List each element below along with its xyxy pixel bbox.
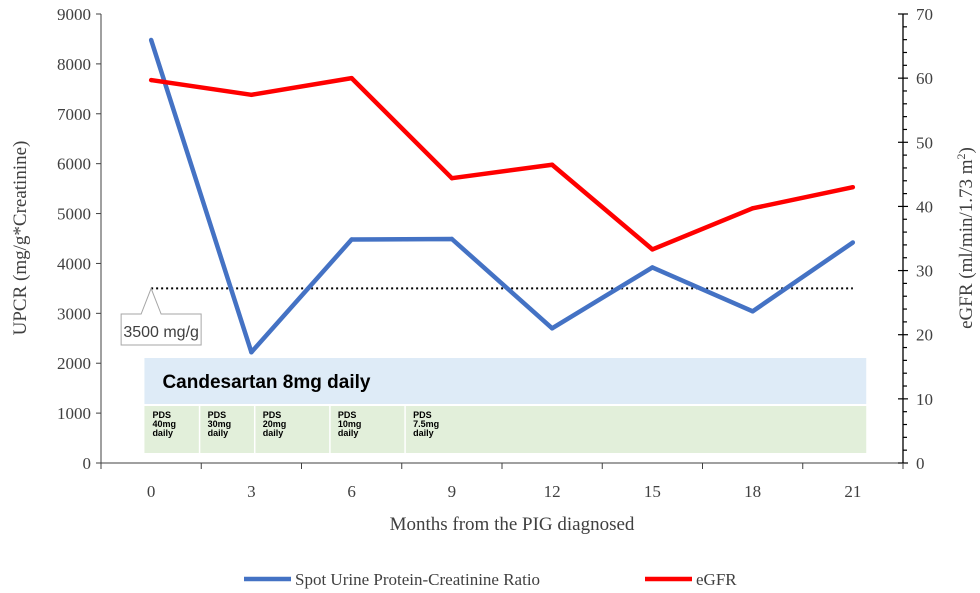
x-tick-label-7: 21 [844,482,861,501]
series-0-point-7 [850,240,856,245]
x-tick-label-4: 12 [544,482,561,501]
x-tick-label-5: 15 [644,482,661,501]
legend-label-upcr: Spot Urine Protein-Creatinine Ratio [295,570,540,589]
pds-bar-4 [405,406,867,453]
x-tick-label-6: 18 [744,482,761,501]
y-right-tick-label-0: 0 [916,454,925,473]
y-axis-left-title: UPCR (mg/g*Creatinine) [10,141,31,336]
pds-label-1-2: daily [208,428,229,438]
candesartan-label: Candesartan 8mg daily [162,372,370,393]
x-tick-label-0: 0 [147,482,156,501]
y-right-tick-label-7: 70 [916,5,933,24]
x-tick-label-2: 6 [347,482,356,501]
series-0-point-2 [349,237,354,242]
y-axis-right-title-main: eGFR (ml/min/1.73 m [956,159,977,329]
y-axis-right-title-sup: 2 [954,153,968,159]
pds-label-4-2: daily [413,428,434,438]
y-left-tick-label-6: 6000 [57,155,91,174]
legend: Spot Urine Protein-Creatinine Ratio eGFR [244,570,737,589]
pds-bar-2 [254,406,330,453]
pds-label-1-0: PDS [208,410,227,420]
series-0-point-5 [650,265,655,270]
y-left-tick-label-8: 8000 [57,55,91,74]
pds-label-4-0: PDS [413,410,432,420]
pds-label-3-2: daily [338,428,359,438]
axes: 0 1000 2000 3000 4000 5000 6000 7000 8000 9000 0 10… [57,5,933,501]
series-1-point-7 [850,184,856,190]
pds-label-2-1: 20mg [263,419,287,429]
y-left-tick-label-7: 7000 [57,105,91,124]
pds-label-1-1: 30mg [208,419,232,429]
series-1-point-3 [449,176,455,181]
series-line-1 [150,75,854,252]
series-lines [148,37,856,355]
pds-label-0-2: daily [152,428,173,438]
y-left-tick-label-9: 9000 [57,5,91,24]
pds-label-2-0: PDS [263,410,282,420]
y-left-tick-label-0: 0 [83,454,92,473]
y-left-tick-label-2: 2000 [57,354,91,373]
pds-bar-0 [144,406,200,453]
y-right-tick-label-1: 10 [916,390,933,409]
pds-label-0-1: 40mg [152,419,176,429]
y-axis-right-title: eGFR (ml/min/1.73 m2) [954,147,977,329]
y-left-tick-label-1: 1000 [57,404,91,423]
series-0-point-0 [148,37,154,43]
series-0-point-3 [449,236,455,242]
pds-label-3-0: PDS [338,410,357,420]
series-line-0 [148,39,855,355]
series-1-point-6 [750,206,755,211]
pds-label-4-1: 7.5mg [413,419,439,429]
y-right-tick-label-5: 50 [916,133,933,152]
series-1-point-2 [349,75,354,81]
x-tick-label-3: 9 [448,482,457,501]
y-right-tick-label-6: 60 [916,69,933,88]
pds-label-0-0: PDS [152,410,171,420]
pds-label-3-1: 10mg [338,419,362,429]
y-right-tick-label-4: 40 [916,197,933,216]
legend-label-egfr: eGFR [696,570,737,589]
treatment-bars: Candesartan 8mg dailyPDS40mgdailyPDS30mg… [144,358,867,453]
x-axis-title: Months from the PIG diagnosed [390,514,635,535]
reference-callout-box [120,287,202,346]
reference-group: 3500 mg/g [120,287,853,346]
series-1-point-4 [549,162,555,167]
y-left-tick-label-5: 5000 [57,205,91,224]
pds-bar-3 [329,406,406,453]
series-1-point-0 [148,77,154,83]
series-1-point-1 [249,92,254,98]
y-right-tick-label-3: 30 [916,262,933,281]
series-0-point-1 [249,350,254,355]
y-axis-right-title-end: ) [956,147,977,153]
series-0-point-4 [549,326,555,331]
series-0-point-6 [750,309,755,314]
y-left-tick-label-4: 4000 [57,254,91,273]
pds-bar-1 [199,406,255,453]
reference-callout-label: 3500 mg/g [123,324,199,341]
y-left-tick-label-3: 3000 [57,304,91,323]
candesartan-bar [144,358,867,404]
pds-label-2-2: daily [263,428,284,438]
y-right-tick-label-2: 20 [916,326,933,345]
series-1-point-5 [650,247,655,252]
x-tick-label-1: 3 [247,482,256,501]
